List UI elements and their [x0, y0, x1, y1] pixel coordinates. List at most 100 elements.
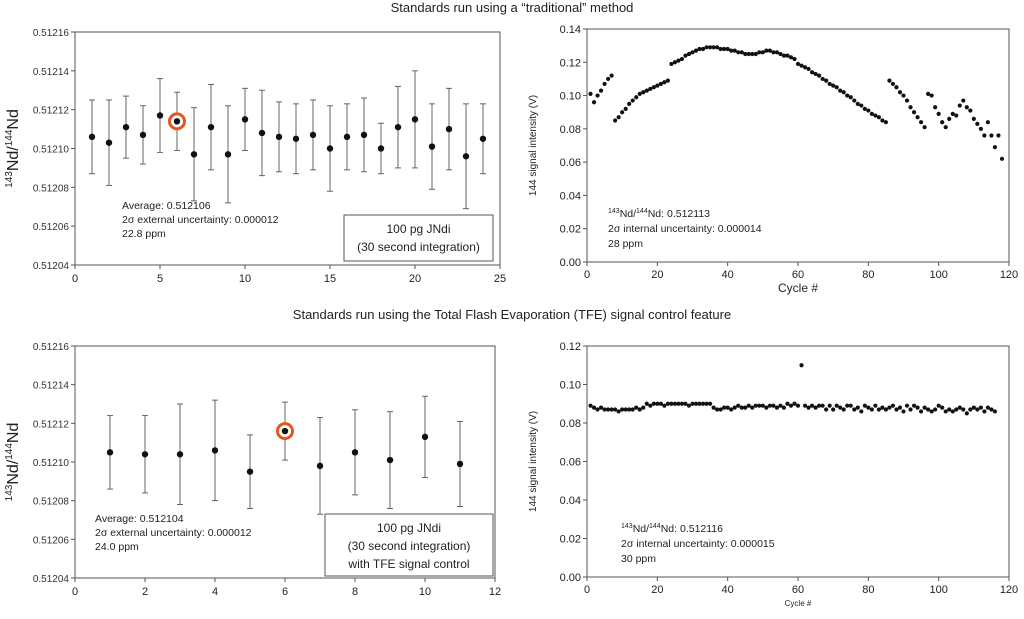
- data-point: [915, 115, 920, 120]
- y-tick-label: 0.10: [560, 380, 581, 392]
- data-point: [908, 407, 913, 412]
- y-tick-label: 0.00: [560, 572, 581, 584]
- data-point: [880, 118, 885, 123]
- data-point: [651, 85, 656, 90]
- data-point: [609, 407, 614, 412]
- stat-ppm: 24.0 ppm: [95, 541, 139, 553]
- data-point: [377, 145, 385, 152]
- info-box: [343, 214, 494, 262]
- y-tick-label: 0.51210: [33, 458, 70, 469]
- data-point: [926, 91, 931, 97]
- data-point: [700, 46, 706, 52]
- data-point: [591, 405, 597, 410]
- data-point: [781, 53, 787, 58]
- data-point: [831, 407, 836, 412]
- data-point: [602, 407, 607, 412]
- data-point: [343, 133, 351, 141]
- data-point: [862, 403, 867, 408]
- y-axis-label: 144 signal intensity (V): [528, 411, 539, 512]
- data-point: [876, 115, 881, 120]
- data-point: [845, 403, 850, 408]
- x-tick-label: 100: [929, 584, 947, 596]
- data-point: [651, 401, 656, 406]
- data-point: [456, 460, 464, 468]
- y-axis-label: 143Nd/144Nd: [4, 423, 22, 502]
- data-point: [711, 405, 716, 410]
- data-point: [978, 405, 983, 410]
- x-tick-label: 120: [1000, 269, 1018, 281]
- data-point: [676, 401, 681, 406]
- stat-uncertainty: 2σ internal uncertainty: 0.000014: [608, 223, 762, 235]
- data-point: [686, 403, 692, 408]
- data-point: [929, 93, 934, 98]
- stat-ratio: 143Nd/144Nd: 0.512113: [608, 208, 710, 220]
- data-point: [781, 405, 787, 410]
- data-point: [715, 407, 720, 412]
- y-axis-label: 143Nd/144Nd: [4, 109, 22, 188]
- data-point: [351, 449, 359, 456]
- data-point: [831, 83, 836, 88]
- data-point: [838, 88, 843, 93]
- data-point: [809, 403, 815, 408]
- data-point: [644, 401, 649, 406]
- data-point: [658, 81, 663, 87]
- data-point: [275, 133, 283, 141]
- data-point: [743, 405, 748, 410]
- data-point: [591, 100, 597, 105]
- data-point: [880, 405, 885, 410]
- x-tick-label: 0: [584, 584, 590, 596]
- data-point: [824, 78, 829, 83]
- y-tick-label: 0.00: [560, 257, 581, 269]
- data-point: [211, 447, 219, 454]
- data-point: [887, 78, 892, 83]
- data-point: [665, 78, 670, 83]
- data-point: [999, 156, 1005, 161]
- data-point: [767, 403, 772, 408]
- data-point: [883, 407, 889, 412]
- data-point: [820, 403, 825, 408]
- section-title-tfe: Standards run using the Total Flash Evap…: [292, 307, 732, 322]
- data-point: [411, 116, 419, 123]
- data-point: [873, 113, 878, 118]
- data-point: [985, 120, 990, 125]
- data-point: [764, 405, 769, 410]
- data-point: [326, 145, 334, 152]
- data-point: [598, 88, 604, 93]
- data-point: [809, 70, 815, 75]
- data-point: [746, 51, 751, 57]
- data-point: [975, 407, 980, 412]
- info-box-line: 100 pg JNdi: [386, 222, 450, 236]
- data-point: [897, 405, 903, 410]
- data-point: [971, 405, 976, 410]
- data-point: [908, 105, 913, 110]
- x-tick-label: 10: [239, 273, 251, 285]
- data-point: [690, 50, 695, 55]
- data-point: [820, 76, 825, 82]
- data-point: [743, 51, 748, 57]
- data-point: [602, 81, 607, 87]
- data-point: [757, 50, 762, 55]
- data-point: [750, 51, 755, 57]
- data-point: [122, 123, 130, 131]
- data-point: [141, 451, 149, 458]
- y-tick-label: 0.51204: [33, 574, 70, 585]
- data-point: [866, 108, 871, 113]
- data-point: [859, 409, 864, 414]
- data-point: [718, 46, 723, 52]
- data-point: [613, 407, 618, 412]
- data-point: [806, 66, 811, 72]
- data-point: [788, 55, 794, 60]
- stat-ppm: 22.8 ppm: [122, 228, 166, 240]
- data-point: [795, 61, 801, 67]
- data-point: [676, 58, 681, 63]
- data-point: [655, 401, 660, 406]
- data-point: [690, 401, 695, 406]
- data-point: [641, 90, 646, 95]
- data-point: [258, 129, 266, 137]
- data-point: [774, 405, 779, 410]
- data-point: [975, 121, 980, 126]
- data-point: [817, 73, 822, 78]
- data-point: [613, 118, 618, 123]
- x-tick-label: 12: [489, 586, 501, 598]
- data-point: [947, 116, 952, 121]
